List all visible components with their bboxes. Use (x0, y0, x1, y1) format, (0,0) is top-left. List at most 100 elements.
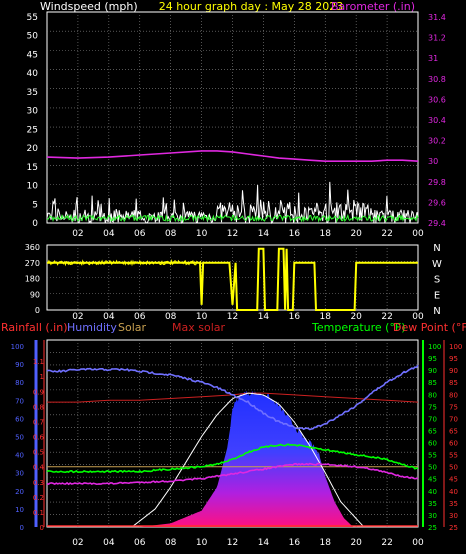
windspeed-tick: 40 (27, 69, 39, 79)
climate-panel-x-tick: 10 (196, 538, 208, 548)
rainfall-tick: 0.8 (33, 403, 44, 411)
dew-point-tick: 95 (449, 355, 458, 363)
direction-panel-x-tick: 00 (412, 312, 424, 322)
windspeed-tick: 25 (27, 125, 38, 135)
dew-point-tick: 70 (449, 415, 458, 423)
dew-point-tick: 65 (449, 427, 458, 435)
temperature-tick: 40 (428, 488, 437, 496)
climate-panel-x-tick: 14 (258, 538, 270, 548)
barometer-tick: 29.4 (428, 219, 446, 228)
barometer-tick: 30.6 (428, 95, 446, 104)
max-solar-series (47, 392, 419, 403)
humidity-tick: 90 (15, 361, 24, 369)
barometer-tick: 29.6 (428, 198, 446, 207)
humidity-tick: 100 (11, 343, 24, 351)
humidity-tick: 20 (15, 488, 24, 496)
climate-panel-x-tick: 04 (103, 538, 115, 548)
climate-panel-x-tick: 06 (134, 538, 146, 548)
windspeed-axis-title: Windspeed (mph) (40, 0, 138, 13)
direction-compass-tick: N (433, 306, 440, 317)
barometer-tick: 29.8 (428, 178, 446, 187)
climate-panel-x-tick: 12 (227, 538, 238, 548)
direction-degree-tick: 270 (25, 259, 40, 268)
rainfall-tick: 0.7 (33, 418, 44, 426)
dew-point-tick: 40 (449, 488, 458, 496)
temperature-tick: 55 (428, 452, 437, 460)
rainfall-tick: 1 (40, 373, 44, 381)
wind-panel-x-tick: 22 (381, 229, 392, 239)
dew-point-tick: 35 (449, 500, 458, 508)
temperature-tick: 70 (428, 415, 437, 423)
humidity-tick: 10 (15, 506, 24, 514)
barometer-tick: 31.2 (428, 34, 446, 43)
rainfall-tick: 0.1 (33, 509, 44, 517)
climate-panel-x-tick: 00 (412, 538, 424, 548)
rainfall-tick: 0.6 (33, 434, 45, 442)
dew-point-tick: 60 (449, 440, 458, 448)
rainfall-tick: 0 (40, 524, 44, 532)
wind-panel-x-tick: 16 (289, 229, 301, 239)
dew-point-label: Dew Point (°F) (393, 321, 466, 334)
rainfall-label: Rainfall (.in) (1, 321, 68, 334)
dew-point-tick: 75 (449, 403, 458, 411)
temperature-tick: 65 (428, 427, 437, 435)
rainfall-tick: 0.2 (33, 494, 44, 502)
dew-point-tick: 85 (449, 379, 458, 387)
humidity-tick: 50 (15, 434, 24, 442)
direction-degree-tick: 0 (35, 306, 40, 315)
direction-compass-tick: S (434, 275, 440, 286)
direction-panel-x-tick: 18 (320, 312, 332, 322)
barometer-tick: 30.8 (428, 75, 446, 84)
wind-barometer-panel: 0 5 10 15 20 25 30 35 40 45 50 55 29.4 29.6 29.8 30 30.2… (27, 11, 446, 239)
barometer-tick: 31.4 (428, 13, 446, 22)
direction-panel-x-tick: 08 (165, 312, 177, 322)
rainfall-tick: 1.1 (33, 358, 44, 366)
direction-panel-x-tick: 10 (196, 312, 208, 322)
dew-point-tick: 55 (449, 452, 458, 460)
wind-panel-x-tick: 20 (350, 229, 362, 239)
direction-compass-tick: E (434, 290, 440, 301)
temperature-tick: 35 (428, 500, 437, 508)
climate-panel-x-tick: 08 (165, 538, 177, 548)
temperature-tick: 50 (428, 464, 437, 472)
wind-panel-x-tick: 06 (134, 229, 146, 239)
climate-panel: 010203040506070809010000.10.20.30.40.50.… (11, 339, 462, 548)
direction-series (47, 247, 418, 311)
direction-panel-x-tick: 22 (381, 312, 392, 322)
dew-point-tick: 30 (449, 512, 458, 520)
humidity-tick: 40 (15, 452, 24, 460)
windspeed-series (46, 181, 419, 225)
humidity-series (46, 364, 419, 431)
windspeed-tick: 20 (27, 144, 39, 154)
barometer-tick: 31 (428, 54, 438, 63)
temperature-tick: 95 (428, 355, 437, 363)
climate-panel-x-tick: 22 (381, 538, 392, 548)
barometer-tick: 30 (428, 157, 438, 166)
rainfall-tick: 0.5 (33, 449, 44, 457)
direction-panel-x-tick: 20 (350, 312, 362, 322)
solar-curve-series (131, 392, 365, 528)
direction-panel-x-tick: 06 (134, 312, 146, 322)
direction-degree-tick: 180 (25, 275, 40, 284)
wind-panel-x-tick: 18 (320, 229, 332, 239)
dew-point-series (46, 462, 419, 486)
dew-point-tick: 45 (449, 476, 458, 484)
solar-label: Solar (118, 321, 147, 334)
rainfall-tick: 0.3 (33, 479, 44, 487)
wind-panel-x-tick: 10 (196, 229, 208, 239)
dew-point-tick: 50 (449, 464, 458, 472)
direction-degree-tick: 360 (25, 243, 40, 252)
direction-panel-x-tick: 16 (289, 312, 301, 322)
graph-title: 24 hour graph day : May 28 2023 (159, 0, 344, 13)
dew-point-tick: 80 (449, 391, 458, 399)
temperature-tick: 90 (428, 367, 437, 375)
temperature-tick: 75 (428, 403, 437, 411)
windspeed-tick: 10 (27, 182, 39, 192)
wind-panel-x-tick: 14 (258, 229, 270, 239)
windspeed-tick: 15 (27, 163, 38, 173)
humidity-tick: 30 (15, 470, 24, 478)
windspeed-tick: 5 (32, 200, 38, 210)
dew-point-tick: 90 (449, 367, 458, 375)
